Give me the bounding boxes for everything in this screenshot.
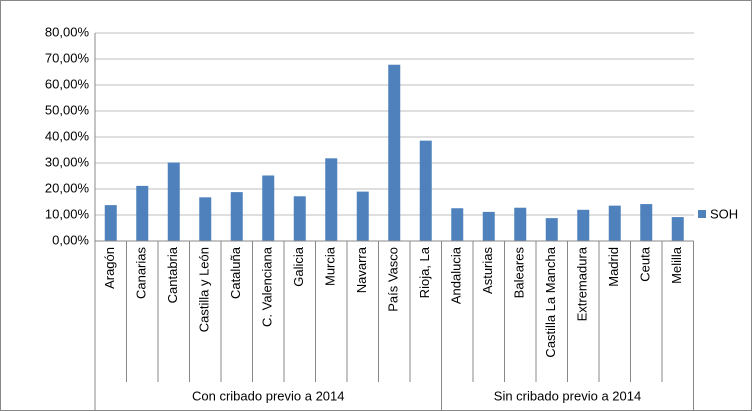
- x-tick-label: Asturias: [480, 247, 495, 294]
- x-tick-label: Cataluña: [228, 246, 243, 299]
- bar: [262, 175, 275, 241]
- y-tick-label: 10,00%: [45, 206, 90, 221]
- bar: [671, 217, 684, 241]
- bar: [136, 185, 149, 241]
- y-tick-label: 80,00%: [45, 24, 90, 39]
- bar: [325, 158, 338, 241]
- group-label: Con cribado previo a 2014: [192, 388, 345, 403]
- bar: [514, 207, 527, 241]
- x-tick-label: Canarias: [134, 247, 149, 300]
- bar: [104, 205, 117, 241]
- bar: [482, 211, 495, 241]
- y-tick-label: 20,00%: [45, 180, 90, 195]
- x-tick-label: Castilla La Mancha: [543, 246, 558, 357]
- x-tick-label: Cantabria: [165, 246, 180, 303]
- bar: [199, 197, 212, 241]
- group-label: Sin cribado previo a 2014: [494, 388, 641, 403]
- bar: [356, 191, 369, 241]
- x-tick-label: Ceuta: [638, 246, 653, 281]
- x-tick-label: Extremadura: [575, 246, 590, 321]
- bar: [419, 140, 432, 241]
- y-tick-label: 70,00%: [45, 50, 90, 65]
- x-tick-label: Andalucia: [449, 246, 464, 304]
- bar: [388, 64, 401, 241]
- x-tick-label: Melilla: [669, 246, 684, 284]
- y-tick-label: 60,00%: [45, 76, 90, 91]
- bar: [545, 218, 558, 241]
- y-tick-label: 40,00%: [45, 128, 90, 143]
- bar: [640, 204, 653, 241]
- bar: [167, 162, 180, 241]
- x-tick-label: Baleares: [512, 247, 527, 299]
- y-tick-label: 30,00%: [45, 154, 90, 169]
- x-tick-label: C. Valenciana: [260, 246, 275, 327]
- x-tick-label: Galicia: [291, 246, 306, 287]
- bar: [608, 205, 621, 241]
- bar: [293, 196, 306, 241]
- x-tick-label: Madrid: [606, 247, 621, 287]
- x-tick-label: Navarra: [354, 246, 369, 293]
- x-tick-label: País Vasco: [386, 247, 401, 312]
- legend-label: SOH: [710, 206, 738, 221]
- bar: [451, 208, 464, 241]
- x-tick-label: Murcia: [323, 246, 338, 286]
- x-tick-label: Castilla y León: [197, 247, 212, 332]
- y-tick-label: 50,00%: [45, 102, 90, 117]
- legend-swatch: [698, 210, 706, 218]
- x-tick-label: Rioja, La: [417, 246, 432, 298]
- bar: [577, 209, 590, 241]
- bar: [230, 192, 243, 241]
- x-tick-label: Aragón: [102, 247, 117, 289]
- y-tick-label: 0,00%: [52, 232, 89, 247]
